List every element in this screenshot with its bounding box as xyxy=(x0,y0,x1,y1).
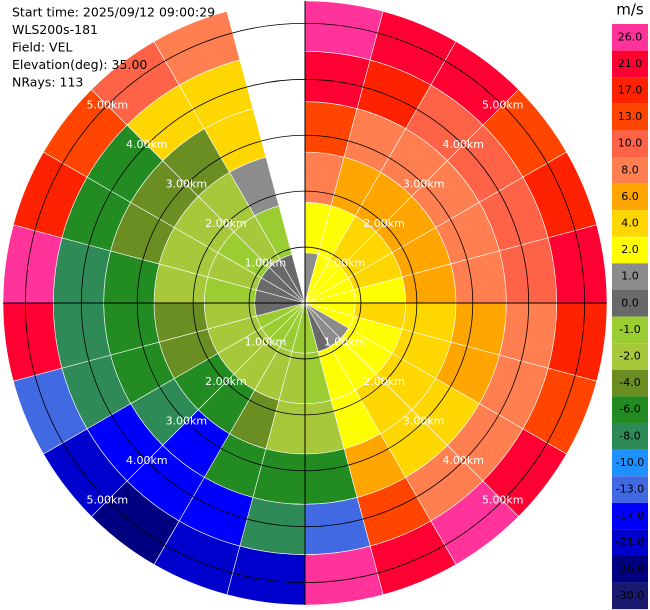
colorbar-segment xyxy=(612,502,648,530)
field-cell xyxy=(304,545,384,606)
colorbar-segment xyxy=(612,210,648,237)
ring-label: 4.00km xyxy=(126,454,168,467)
range-ring xyxy=(192,190,418,416)
colorbar-segment xyxy=(612,423,648,450)
colorbar-segment xyxy=(612,263,648,290)
field xyxy=(2,0,608,606)
ring-label: 4.00km xyxy=(442,138,484,151)
info-line: Elevation(deg): 35.00 xyxy=(12,57,147,72)
info-line: WLS200s-181 xyxy=(12,22,98,37)
info-line: Field: VEL xyxy=(12,40,72,55)
ring-label: 3.00km xyxy=(403,177,445,190)
field-cell xyxy=(153,10,241,86)
colorbar-label: -4.0 xyxy=(619,376,640,389)
colorbar-label: 13.0 xyxy=(618,110,643,123)
ring-label: 5.00km xyxy=(482,494,524,507)
colorbar-label: -6.0 xyxy=(619,403,640,416)
colorbar-label: -10.0 xyxy=(616,456,644,469)
ring-label: 1.00km xyxy=(324,336,366,349)
colorbar-label: 17.0 xyxy=(618,84,643,97)
ring-label: 2.00km xyxy=(205,217,247,230)
colorbar-label: 6.0 xyxy=(621,190,639,203)
range-ring xyxy=(80,78,530,528)
info-line: NRays: 113 xyxy=(12,75,83,90)
colorbar-segment xyxy=(612,476,648,503)
colorbar-title: m/s xyxy=(616,1,644,19)
ring-label: 5.00km xyxy=(86,98,128,111)
colorbar-label: -1.0 xyxy=(619,323,640,336)
colorbar-segment xyxy=(612,316,648,344)
info-box: Start time: 2025/09/12 09:00:29 WLS200s-1… xyxy=(12,5,215,90)
ring-label: 5.00km xyxy=(482,98,524,111)
colorbar-label: -13.0 xyxy=(616,483,644,496)
field-cell xyxy=(2,302,63,382)
colorbar-label: 21.0 xyxy=(618,57,643,70)
colorbar-segment xyxy=(612,529,648,556)
colorbar-label: 4.0 xyxy=(621,217,639,230)
ring-label: 3.00km xyxy=(166,177,208,190)
colorbar-segment xyxy=(612,290,648,317)
colorbar-label: -30.0 xyxy=(616,589,644,602)
colorbar-segment xyxy=(612,582,648,610)
colorbar-label: -21.0 xyxy=(616,536,644,549)
colorbar-label: 8.0 xyxy=(621,163,639,176)
field-cell xyxy=(2,224,63,304)
ring-label: 3.00km xyxy=(403,415,445,428)
colorbar-segment xyxy=(612,183,648,211)
ring-label: 1.00km xyxy=(324,256,366,269)
ring-label: 1.00km xyxy=(245,336,287,349)
colorbar-segment xyxy=(612,556,648,583)
colorbar-segment xyxy=(612,157,648,184)
colorbar-segment xyxy=(612,343,648,370)
colorbar-segment xyxy=(612,130,648,157)
info-line: Start time: 2025/09/12 09:00:29 xyxy=(12,5,215,20)
overlay: 1.00km 1.00km 1.00km 1.00km 2.00km 2.00km 2.00… xyxy=(3,1,607,605)
colorbar-label: 1.0 xyxy=(621,270,639,283)
ring-label: 2.00km xyxy=(363,217,405,230)
colorbar-segment xyxy=(612,236,648,264)
ring-label: 3.00km xyxy=(166,415,208,428)
field-cell xyxy=(226,545,306,606)
colorbar: m/s 26.0 21.0 17.0 13.0 10.0 8.0 6.0 4.0 2.0 1.0 0.… xyxy=(612,1,648,610)
colorbar-label: -8.0 xyxy=(619,429,640,442)
colorbar-segment xyxy=(612,103,648,131)
field-cell xyxy=(547,224,608,304)
colorbar-segment xyxy=(612,449,648,477)
field-cell xyxy=(304,0,384,61)
colorbar-label: 26.0 xyxy=(618,30,643,43)
colorbar-segment xyxy=(612,369,648,397)
colorbar-segment xyxy=(612,77,648,104)
colorbar-label: -26.0 xyxy=(616,562,644,575)
range-ring xyxy=(136,134,474,472)
colorbar-segment xyxy=(612,396,648,423)
colorbar-segment xyxy=(612,50,648,78)
ring-label: 2.00km xyxy=(363,375,405,388)
range-ring xyxy=(248,246,362,360)
ring-label: 2.00km xyxy=(205,375,247,388)
range-ring xyxy=(24,22,586,584)
colorbar-label: 0.0 xyxy=(621,296,639,309)
colorbar-label: 2.0 xyxy=(621,243,639,256)
colorbar-label: -2.0 xyxy=(619,350,640,363)
ring-label: 4.00km xyxy=(126,138,168,151)
colorbar-segment xyxy=(612,24,648,51)
ring-label: 5.00km xyxy=(86,494,128,507)
field-cell xyxy=(547,302,608,382)
colorbar-label: -17.0 xyxy=(616,509,644,522)
ring-label: 1.00km xyxy=(245,256,287,269)
colorbar-label: 10.0 xyxy=(618,137,643,150)
ring-label: 4.00km xyxy=(442,454,484,467)
